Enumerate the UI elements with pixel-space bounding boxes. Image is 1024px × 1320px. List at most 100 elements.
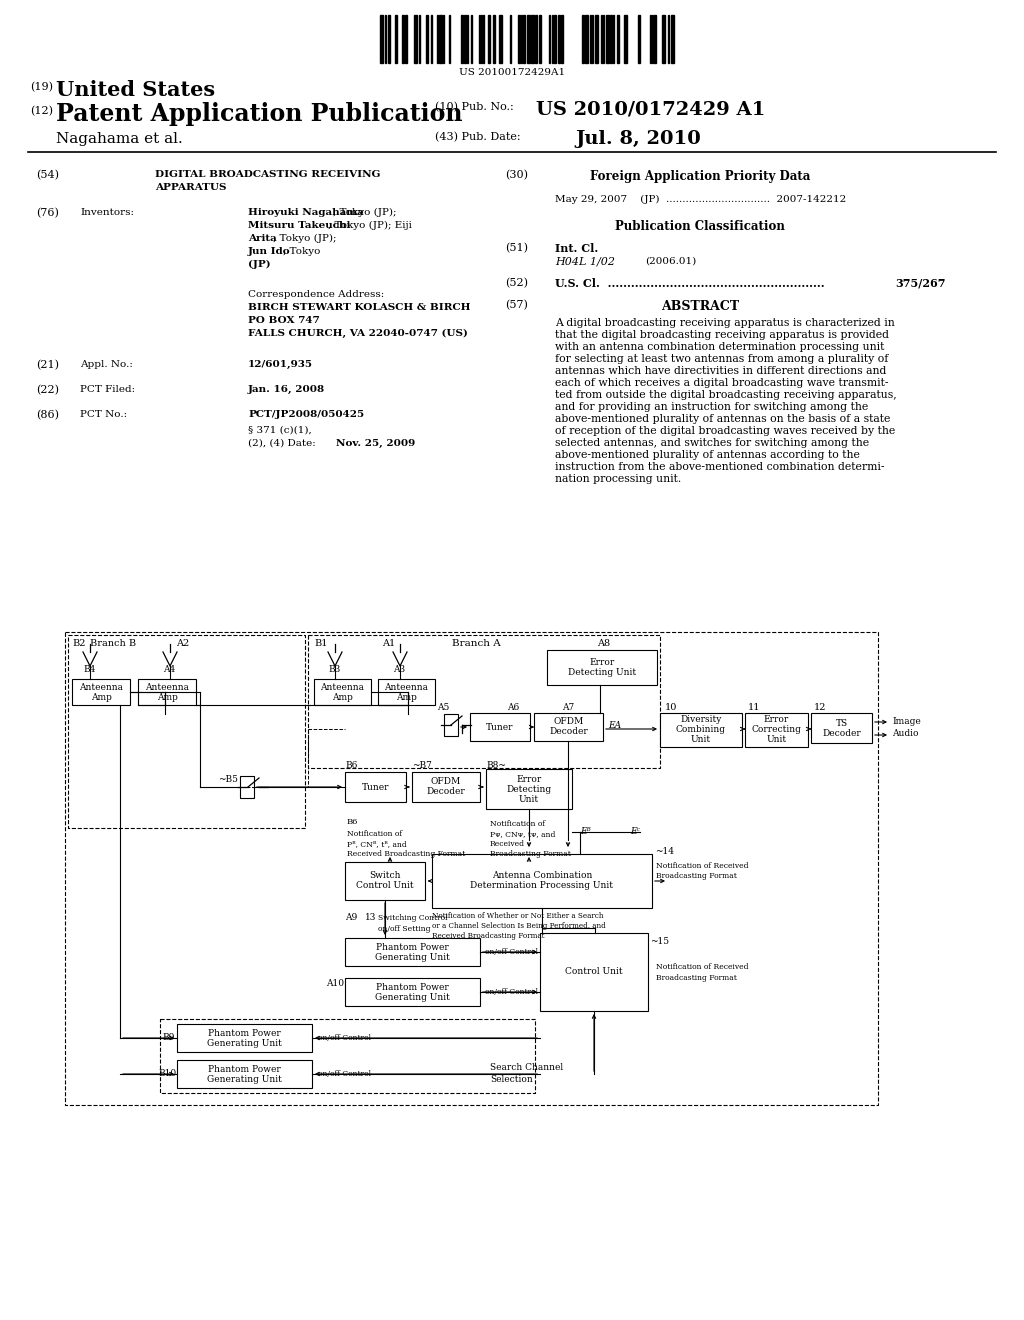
Text: Appl. No.:: Appl. No.: <box>80 360 133 370</box>
Bar <box>606 15 609 63</box>
Text: Pᴪ, CNᴪ, tᴪ, and: Pᴪ, CNᴪ, tᴪ, and <box>490 830 555 838</box>
Text: Amp: Amp <box>157 693 177 701</box>
Text: Received Broadcasting Format: Received Broadcasting Format <box>432 932 545 940</box>
Text: on/off Control: on/off Control <box>485 987 538 997</box>
Text: (30): (30) <box>505 170 528 181</box>
Text: Anteenna: Anteenna <box>145 682 189 692</box>
Bar <box>554 15 556 63</box>
Text: selected antennas, and switches for switching among the: selected antennas, and switches for swit… <box>555 438 869 447</box>
Bar <box>138 678 196 705</box>
Text: Switch: Switch <box>370 871 400 880</box>
Text: A4: A4 <box>163 664 175 673</box>
Bar <box>432 854 652 908</box>
Bar <box>811 713 872 743</box>
Text: Anteenna: Anteenna <box>321 682 365 692</box>
Text: Audio: Audio <box>892 730 919 738</box>
Text: PCT Filed:: PCT Filed: <box>80 385 135 393</box>
Text: Jul. 8, 2010: Jul. 8, 2010 <box>575 129 700 148</box>
Text: Antenna Combination: Antenna Combination <box>492 871 592 880</box>
Text: Control Unit: Control Unit <box>356 882 414 891</box>
Bar <box>523 15 525 63</box>
Bar <box>470 713 530 741</box>
Text: B8~: B8~ <box>486 760 506 770</box>
Bar <box>388 15 390 63</box>
Text: Jan. 16, 2008: Jan. 16, 2008 <box>248 385 326 393</box>
Text: antennas which have directivities in different directions and: antennas which have directivities in dif… <box>555 366 887 376</box>
Text: Generating Unit: Generating Unit <box>375 953 450 961</box>
Text: Broadcasting Format: Broadcasting Format <box>490 850 570 858</box>
Text: nation processing unit.: nation processing unit. <box>555 474 681 484</box>
Bar <box>527 15 530 63</box>
Text: Phantom Power: Phantom Power <box>208 1028 281 1038</box>
Bar <box>558 15 560 63</box>
Text: US 20100172429A1: US 20100172429A1 <box>459 69 565 77</box>
Text: BIRCH STEWART KOLASCH & BIRCH: BIRCH STEWART KOLASCH & BIRCH <box>248 304 470 312</box>
Bar <box>531 15 534 63</box>
Bar <box>314 678 371 705</box>
Text: Error: Error <box>590 657 614 667</box>
Text: A1: A1 <box>382 639 395 648</box>
Text: (12): (12) <box>30 106 53 116</box>
Text: Unit: Unit <box>691 735 711 744</box>
Text: B4: B4 <box>83 664 95 673</box>
Bar <box>624 15 627 63</box>
Text: TS: TS <box>836 718 848 727</box>
Text: (76): (76) <box>36 209 58 218</box>
Bar <box>660 713 742 747</box>
Text: Image: Image <box>892 717 921 726</box>
Text: instruction from the above-mentioned combination determi-: instruction from the above-mentioned com… <box>555 462 885 473</box>
Text: PCT No.:: PCT No.: <box>80 411 127 418</box>
Text: 10: 10 <box>665 704 677 713</box>
Bar <box>654 15 656 63</box>
Text: Generating Unit: Generating Unit <box>375 993 450 1002</box>
Bar <box>610 15 612 63</box>
Text: Error: Error <box>516 775 542 784</box>
Bar <box>444 714 458 737</box>
Text: Detecting: Detecting <box>507 784 552 793</box>
Text: Determination Processing Unit: Determination Processing Unit <box>470 882 613 891</box>
Text: ~B5: ~B5 <box>218 775 238 784</box>
Text: B1: B1 <box>314 639 328 648</box>
Text: with an antenna combination determination processing unit: with an antenna combination determinatio… <box>555 342 885 352</box>
Text: , Tokyo (JP);: , Tokyo (JP); <box>273 234 340 243</box>
Text: A9: A9 <box>345 913 357 923</box>
Text: Received: Received <box>490 840 525 847</box>
Bar <box>638 15 640 63</box>
Text: Tuner: Tuner <box>361 783 389 792</box>
Text: Correspondence Address:: Correspondence Address: <box>248 290 384 300</box>
Text: (JP): (JP) <box>248 260 270 269</box>
Text: on/off Control: on/off Control <box>485 948 538 956</box>
Text: Anteenna: Anteenna <box>79 682 123 692</box>
Bar <box>414 15 417 63</box>
Text: U.S. Cl.  ........................................................: U.S. Cl. ...............................… <box>555 279 824 289</box>
Text: A3: A3 <box>393 664 406 673</box>
Text: B3: B3 <box>328 664 340 673</box>
Text: 375/267: 375/267 <box>895 279 945 289</box>
Bar <box>177 1024 312 1052</box>
Bar <box>378 678 435 705</box>
Text: Error: Error <box>764 715 790 725</box>
Bar <box>461 15 463 63</box>
Text: for selecting at least two antennas from among a plurality of: for selecting at least two antennas from… <box>555 354 889 364</box>
Text: May 29, 2007    (JP)  ................................  2007-142212: May 29, 2007 (JP) ......................… <box>555 195 846 205</box>
Text: on/off Control: on/off Control <box>318 1034 371 1041</box>
Text: Phantom Power: Phantom Power <box>376 942 449 952</box>
Bar <box>240 776 254 799</box>
Text: Nagahama et al.: Nagahama et al. <box>56 132 182 147</box>
Text: Tuner: Tuner <box>486 722 514 731</box>
Bar <box>595 15 598 63</box>
Text: Decoder: Decoder <box>549 727 588 737</box>
Bar <box>488 15 490 63</box>
Bar <box>345 772 406 803</box>
Text: Phantom Power: Phantom Power <box>208 1064 281 1073</box>
Text: A6: A6 <box>507 704 519 713</box>
Text: Amp: Amp <box>90 693 112 701</box>
Text: Combining: Combining <box>676 726 726 734</box>
Text: Notification of Whether or Not Either a Search: Notification of Whether or Not Either a … <box>432 912 603 920</box>
Text: H04L 1/02: H04L 1/02 <box>555 257 615 267</box>
Bar <box>464 15 466 63</box>
Text: (52): (52) <box>505 279 528 288</box>
Text: , Tokyo (JP); Eiji: , Tokyo (JP); Eiji <box>328 220 412 230</box>
Bar <box>406 15 407 63</box>
Text: United States: United States <box>56 81 215 100</box>
